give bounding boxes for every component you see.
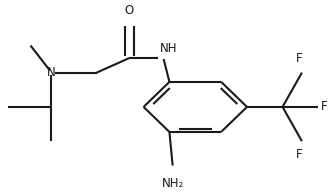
Text: F: F — [296, 148, 303, 161]
Text: NH₂: NH₂ — [162, 177, 184, 190]
Text: O: O — [124, 4, 134, 17]
Text: NH: NH — [160, 41, 177, 55]
Text: F: F — [321, 100, 328, 113]
Text: F: F — [296, 52, 303, 65]
Text: N: N — [47, 66, 56, 79]
